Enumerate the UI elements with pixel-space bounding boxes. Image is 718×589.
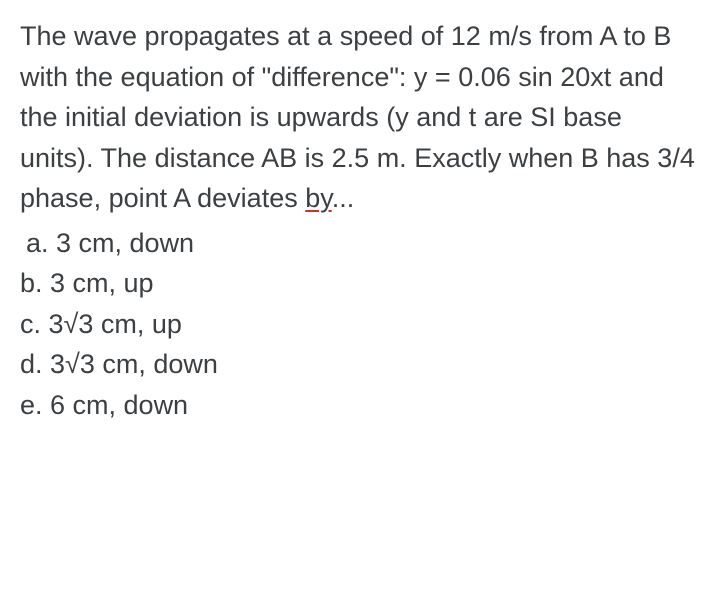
- option-a: a. 3 cm, down: [20, 223, 698, 264]
- option-e: e. 6 cm, down: [20, 385, 698, 426]
- question-underlined: by: [305, 183, 332, 213]
- question-block: The wave propagates at a speed of 12 m/s…: [0, 0, 718, 425]
- question-post: ...: [332, 183, 355, 213]
- option-c: c. 3√3 cm, up: [20, 304, 698, 345]
- option-b: b. 3 cm, up: [20, 263, 698, 304]
- options-list: a. 3 cm, down b. 3 cm, up c. 3√3 cm, up …: [20, 223, 698, 426]
- question-text: The wave propagates at a speed of 12 m/s…: [20, 16, 698, 219]
- question-pre: The wave propagates at a speed of 12 m/s…: [20, 21, 695, 213]
- option-d: d. 3√3 cm, down: [20, 344, 698, 385]
